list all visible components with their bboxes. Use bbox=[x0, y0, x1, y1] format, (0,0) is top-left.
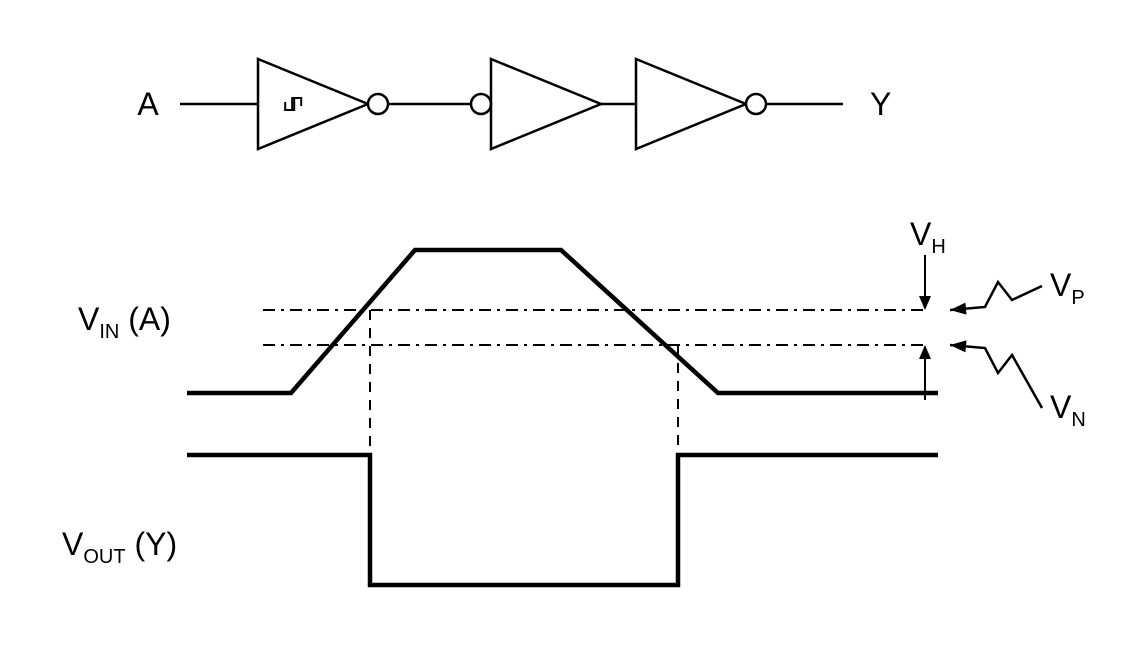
inverter-gate bbox=[636, 59, 746, 149]
vin-waveform bbox=[187, 250, 835, 393]
vin-label: VIN (A) bbox=[78, 301, 171, 343]
vn-label: VN bbox=[1050, 389, 1086, 431]
schmitt-trigger-diagram: A Y VIN (A) VOUT (Y) VH VP VN bbox=[0, 0, 1140, 649]
input-label: A bbox=[137, 86, 159, 122]
buffer-gate-1 bbox=[491, 59, 601, 149]
vn-leader bbox=[950, 345, 1042, 408]
output-label: Y bbox=[870, 86, 891, 122]
schmitt-inverter-gate bbox=[258, 59, 368, 149]
vh-label: VH bbox=[910, 216, 946, 258]
vp-label: VP bbox=[1050, 267, 1085, 309]
vout-label: VOUT (Y) bbox=[62, 526, 177, 568]
vout-waveform bbox=[187, 455, 938, 585]
